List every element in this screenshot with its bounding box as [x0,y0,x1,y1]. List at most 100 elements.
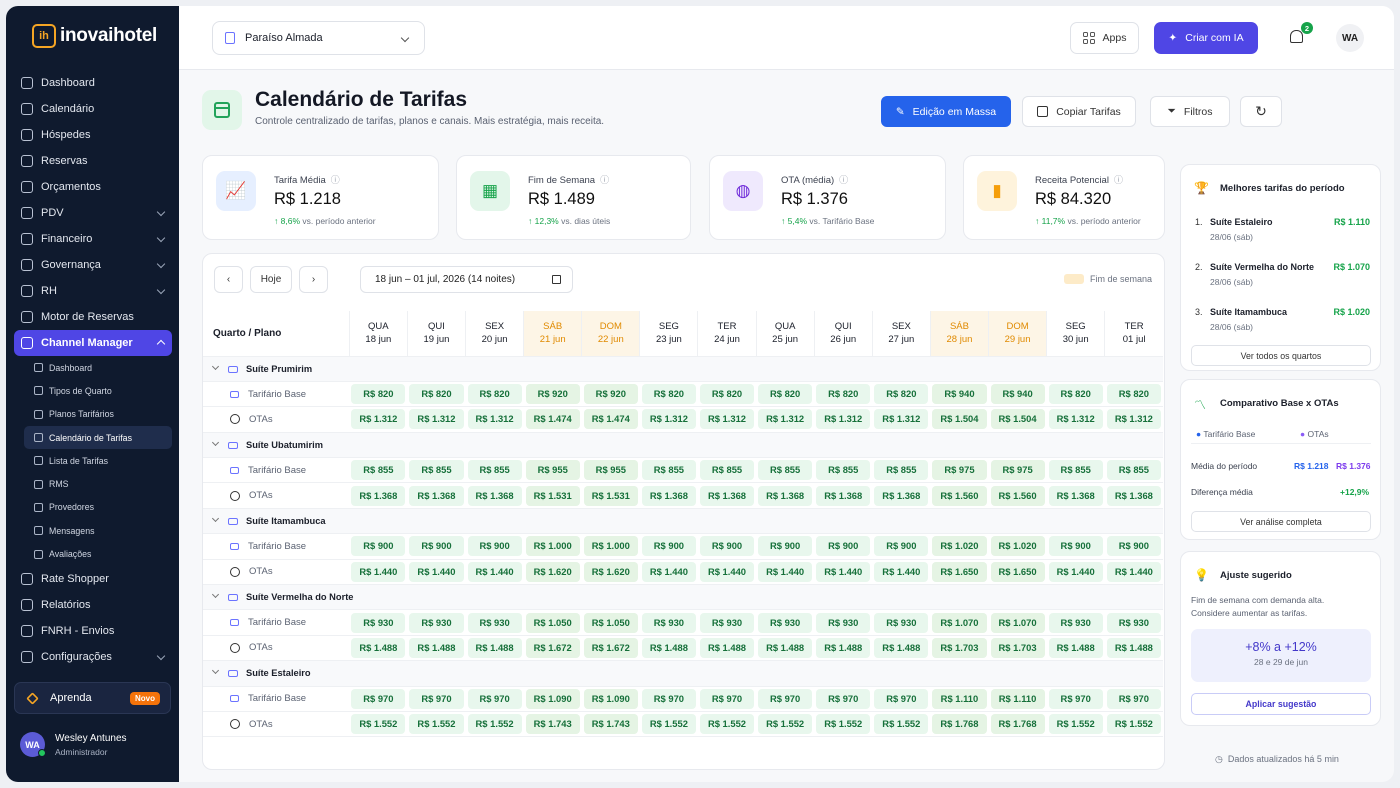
rate-cell[interactable]: R$ 1.312 [814,406,873,433]
room-name-cell[interactable]: Suíte Itamambuca [203,508,1163,535]
rate-cell[interactable]: R$ 920 [523,381,582,408]
sidebar-item-configuracoes[interactable]: Configurações [14,644,172,670]
subnav-item-mensagens[interactable]: Mensagens [14,519,172,542]
room-name-cell[interactable]: Suíte Vermelha do Norte [203,584,1163,611]
rate-cell[interactable]: R$ 930 [697,609,757,636]
rate-cell[interactable]: R$ 1.070 [930,609,989,636]
rate-cell[interactable]: R$ 820 [407,381,466,408]
subnav-item-tipos-de-quarto[interactable]: Tipos de Quarto [14,379,172,402]
rate-cell[interactable]: R$ 1.440 [407,559,466,586]
brand-logo[interactable]: ih inovaihotel [32,24,157,48]
view-analysis-button[interactable]: Ver análise completa [1191,511,1371,532]
rate-cell[interactable]: R$ 1.768 [930,711,989,738]
rate-cell[interactable]: R$ 1.488 [872,635,931,662]
day-header[interactable]: SÁB 28 jun [929,311,989,357]
rate-cell[interactable]: R$ 1.768 [988,711,1047,738]
rate-cell[interactable]: R$ 970 [872,686,931,712]
rate-cell[interactable]: R$ 1.440 [465,559,524,586]
rate-cell[interactable]: R$ 855 [349,457,408,484]
rate-cell[interactable]: R$ 820 [814,381,873,408]
rate-cell[interactable]: R$ 1.368 [407,482,466,509]
rate-cell[interactable]: R$ 1.440 [872,559,931,586]
sidebar-item-governanca[interactable]: Governança [14,252,172,278]
rate-cell[interactable]: R$ 1.620 [523,559,582,586]
rate-cell[interactable]: R$ 820 [756,381,815,408]
rate-cell[interactable]: R$ 900 [1104,533,1163,560]
bulk-edit-button[interactable]: ✎ Edição em Massa [881,96,1011,127]
rate-cell[interactable]: R$ 1.560 [988,482,1047,509]
day-header[interactable]: QUA 25 jun [755,311,815,357]
view-all-rooms-button[interactable]: Ver todos os quartos [1191,345,1371,366]
sidebar-item-motor-de-reservas[interactable]: Motor de Reservas [14,304,172,330]
rate-cell[interactable]: R$ 900 [756,533,815,560]
copy-rates-button[interactable]: Copiar Tarifas [1022,96,1136,127]
rate-cell[interactable]: R$ 955 [581,457,640,484]
rate-cell[interactable]: R$ 855 [872,457,931,484]
next-period-button[interactable]: › [299,266,328,293]
subnav-item-planos-tarifarios[interactable]: Planos Tarifários [14,403,172,426]
learn-button[interactable]: Aprenda Novo [14,682,171,714]
rate-cell[interactable]: R$ 1.650 [988,559,1047,586]
rate-cell[interactable]: R$ 900 [814,533,873,560]
rate-cell[interactable]: R$ 1.474 [581,406,640,433]
rate-cell[interactable]: R$ 930 [349,609,408,636]
rate-cell[interactable]: R$ 1.312 [872,406,931,433]
rate-cell[interactable]: R$ 1.110 [930,686,989,712]
today-button[interactable]: Hoje [250,266,292,293]
rate-cell[interactable]: R$ 1.488 [465,635,524,662]
rate-cell[interactable]: R$ 1.020 [930,533,989,560]
rate-cell[interactable]: R$ 855 [465,457,524,484]
rate-cell[interactable]: R$ 900 [349,533,408,560]
rate-cell[interactable]: R$ 1.488 [349,635,408,662]
rate-cell[interactable]: R$ 1.312 [407,406,466,433]
rate-cell[interactable]: R$ 1.703 [930,635,989,662]
rate-cell[interactable]: R$ 1.743 [523,711,582,738]
rate-cell[interactable]: R$ 970 [756,686,815,712]
day-header[interactable]: SEG 23 jun [639,311,698,357]
rate-cell[interactable]: R$ 1.703 [988,635,1047,662]
rate-cell[interactable]: R$ 1.312 [1104,406,1163,433]
rate-cell[interactable]: R$ 1.440 [1104,559,1163,586]
rate-cell[interactable]: R$ 930 [756,609,815,636]
rate-cell[interactable]: R$ 1.368 [349,482,408,509]
rate-cell[interactable]: R$ 975 [988,457,1047,484]
rate-cell[interactable]: R$ 1.552 [872,711,931,738]
day-header[interactable]: SEX 27 jun [871,311,931,357]
rate-cell[interactable]: R$ 970 [1046,686,1105,712]
rate-cell[interactable]: R$ 1.488 [814,635,873,662]
user-avatar[interactable]: WA [1336,24,1364,52]
rate-cell[interactable]: R$ 970 [639,686,698,712]
rate-cell[interactable]: R$ 1.312 [697,406,757,433]
rate-cell[interactable]: R$ 1.440 [756,559,815,586]
rate-cell[interactable]: R$ 1.440 [639,559,698,586]
rate-cell[interactable]: R$ 820 [697,381,757,408]
rate-cell[interactable]: R$ 1.368 [872,482,931,509]
rate-cell[interactable]: R$ 1.552 [1046,711,1105,738]
rate-cell[interactable]: R$ 1.552 [349,711,408,738]
rate-cell[interactable]: R$ 1.050 [581,609,640,636]
rate-cell[interactable]: R$ 820 [1046,381,1105,408]
rate-cell[interactable]: R$ 1.488 [639,635,698,662]
rate-cell[interactable]: R$ 1.368 [639,482,698,509]
filters-button[interactable]: ⏷ Filtros [1150,96,1230,127]
rate-cell[interactable]: R$ 970 [465,686,524,712]
rate-cell[interactable]: R$ 820 [349,381,408,408]
rate-cell[interactable]: R$ 930 [872,609,931,636]
apps-button[interactable]: Apps [1070,22,1139,54]
hotel-select[interactable]: Paraíso Almada [212,21,425,55]
rate-cell[interactable]: R$ 855 [697,457,757,484]
subnav-item-lista-de-tarifas[interactable]: Lista de Tarifas [14,449,172,472]
rate-cell[interactable]: R$ 1.440 [697,559,757,586]
rate-cell[interactable]: R$ 1.531 [523,482,582,509]
rate-cell[interactable]: R$ 1.650 [930,559,989,586]
sidebar-item-channel-manager[interactable]: Channel Manager [14,330,172,356]
prev-period-button[interactable]: ‹ [214,266,243,293]
rate-cell[interactable]: R$ 1.020 [988,533,1047,560]
rate-cell[interactable]: R$ 855 [756,457,815,484]
day-header[interactable]: TER 24 jun [697,311,757,357]
user-profile[interactable]: WA Wesley Antunes Administrador [20,732,127,757]
rate-cell[interactable]: R$ 970 [814,686,873,712]
rate-cell[interactable]: R$ 820 [465,381,524,408]
rate-cell[interactable]: R$ 1.440 [349,559,408,586]
rate-cell[interactable]: R$ 1.672 [523,635,582,662]
